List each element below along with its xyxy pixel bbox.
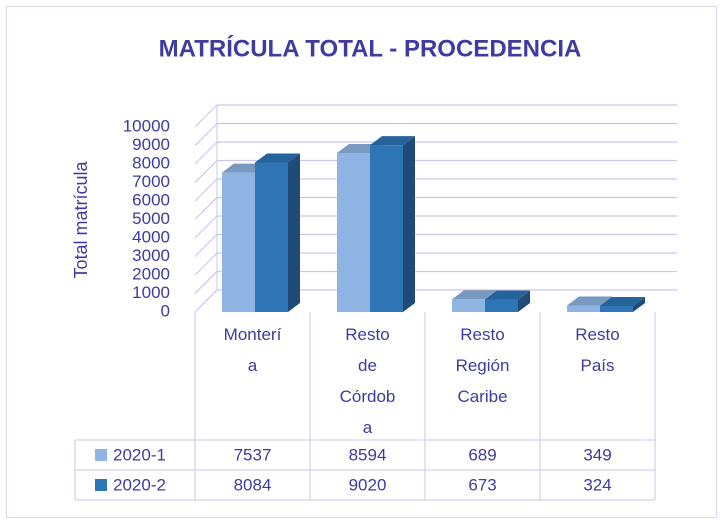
bar-top [600,297,645,307]
bar-side [403,136,415,312]
bar-side [633,297,645,312]
bar-front [567,305,600,312]
bar-top [255,153,300,163]
y-tick-label: 7000 [132,172,170,191]
y-tick-label: 0 [161,301,170,320]
table-value: 8084 [234,475,272,494]
bar [370,136,415,312]
bar-top [567,296,612,306]
y-tick-label: 1000 [132,283,170,302]
y-tick-label: 10000 [123,116,170,135]
y-tick-label: 4000 [132,227,170,246]
y-axis-title: Total matrícula [71,160,91,278]
table-value: 9020 [349,475,387,494]
bar-front [600,306,633,312]
bar-top [485,290,530,300]
bar-front [452,299,485,312]
bar-top [370,136,415,146]
bar-front [485,299,518,312]
x-tick-label: Resto País [575,325,620,375]
y-tick-label: 2000 [132,264,170,283]
y-tick-label: 6000 [132,190,170,209]
table-value: 673 [468,475,496,494]
bar [600,297,645,312]
legend-label: 2020-2 [113,475,166,494]
table-value: 7537 [234,445,272,464]
bar [485,290,530,312]
bar-front [222,172,255,312]
bar-front [370,145,403,312]
x-tick-label: Resto Región Caribe [455,325,510,406]
bar-side [518,290,530,312]
bar [255,153,300,312]
y-tick-label: 8000 [132,153,170,172]
legend-swatch [95,449,107,461]
table-value: 689 [468,445,496,464]
table-value: 8594 [349,445,387,464]
y-tick-label: 3000 [132,246,170,265]
bar-front [255,162,288,312]
table-value: 349 [583,445,611,464]
x-tick-label: Resto de Córdoba [339,325,396,437]
x-tick-label: Montería [223,325,282,375]
bar-top [452,290,497,300]
y-tick-label: 9000 [132,135,170,154]
y-tick-label: 5000 [132,209,170,228]
chart-title: MATRÍCULA TOTAL - PROCEDENCIA [159,34,582,62]
legend-swatch [95,479,107,491]
legend-label: 2020-1 [113,445,166,464]
bar-side [288,153,300,312]
table-value: 324 [583,475,611,494]
bar-front [337,153,370,312]
